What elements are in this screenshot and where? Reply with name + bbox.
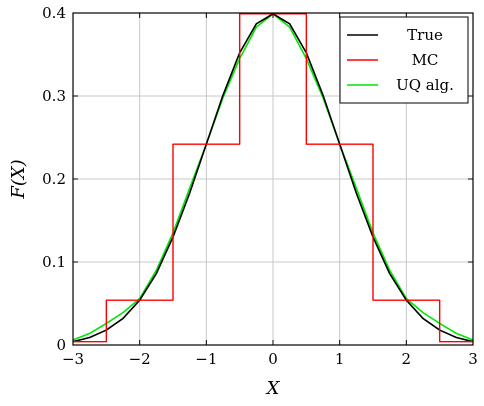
- y-tick-label: 0.3: [42, 87, 66, 105]
- legend-label: True: [407, 26, 443, 44]
- x-tick-labels: −3 −2 −1 0 1 2 3: [62, 350, 478, 368]
- legend: True MC UQ alg.: [339, 16, 469, 104]
- x-tick-label: 1: [335, 350, 345, 368]
- x-tick-label: −3: [62, 350, 84, 368]
- y-tick-label: 0.2: [42, 170, 66, 188]
- ticks: [72, 12, 474, 346]
- y-tick-label: 0: [56, 336, 66, 354]
- y-tick-labels: 0 0.1 0.2 0.3 0.4: [42, 4, 66, 354]
- x-tick-label: −2: [129, 350, 151, 368]
- x-tick-label: 2: [402, 350, 412, 368]
- x-axis-label: X: [265, 378, 281, 399]
- y-tick-label: 0.1: [42, 253, 66, 271]
- legend-label: MC: [412, 51, 439, 69]
- x-tick-label: −1: [195, 350, 217, 368]
- x-tick-label: 3: [468, 350, 478, 368]
- x-tick-label: 0: [268, 350, 278, 368]
- y-axis-label: F(X): [8, 159, 29, 199]
- y-tick-label: 0.4: [42, 4, 66, 22]
- legend-label: UQ alg.: [396, 76, 454, 94]
